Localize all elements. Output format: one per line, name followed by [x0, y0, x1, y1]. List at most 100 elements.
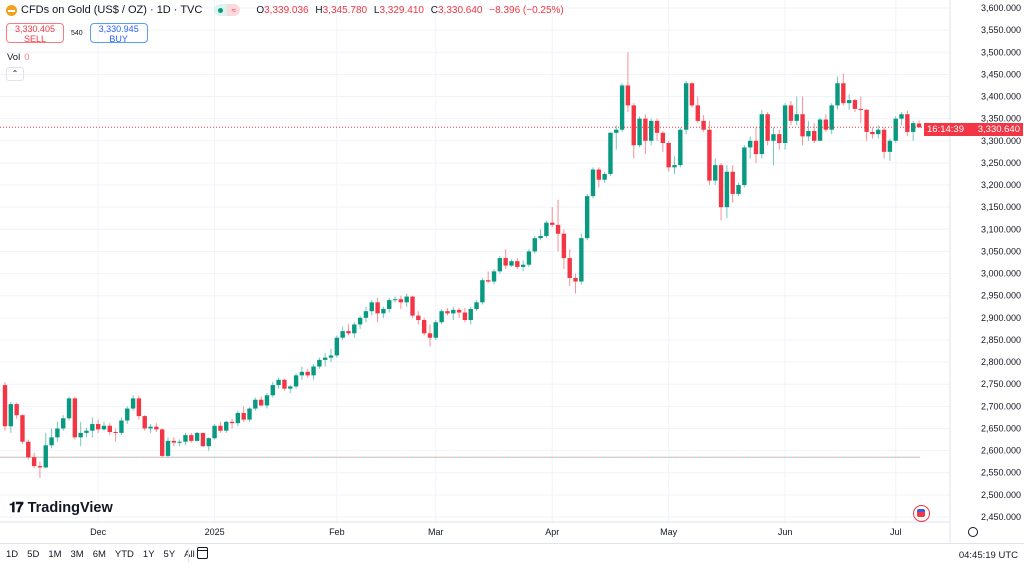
candle-down — [229, 421, 235, 424]
candle-down — [421, 320, 427, 334]
candle-down — [555, 224, 561, 234]
candle-up — [357, 317, 363, 325]
candle-up — [194, 432, 200, 441]
candle-up — [614, 129, 619, 133]
candle-up — [392, 299, 398, 301]
candle-down — [113, 432, 118, 434]
candle-down — [550, 222, 555, 225]
candle-up — [270, 385, 275, 396]
bar-countdown: 16:14:39 — [927, 124, 964, 135]
candle-down — [503, 258, 508, 266]
y-tick-label: 3,250.000 — [981, 158, 1021, 168]
y-tick-label: 2,450.000 — [981, 512, 1021, 522]
candle-down — [427, 333, 433, 338]
candle-down — [864, 109, 869, 132]
y-tick-label: 2,750.000 — [981, 379, 1021, 389]
candle-up — [61, 418, 66, 429]
candle-down — [14, 404, 19, 416]
price-chart[interactable]: 3,600.000 3,550.000 3,500.000 3,450.000 3,40… — [0, 0, 1024, 543]
candle-up — [608, 132, 613, 174]
candle-down — [573, 277, 578, 282]
range-6m-button[interactable]: 6M — [92, 549, 106, 560]
candle-down — [823, 119, 829, 130]
range-5y-button[interactable]: 5Y — [163, 549, 176, 560]
candle-up — [125, 408, 130, 421]
date-range-buttons: 1D 5D 1M 3M 6M YTD 1Y 5Y All — [6, 549, 204, 560]
candle-up — [736, 185, 741, 194]
range-5d-button[interactable]: 5D — [27, 549, 40, 560]
economic-event-flag-icon[interactable] — [913, 505, 930, 522]
y-tick-label: 2,800.000 — [981, 357, 1021, 367]
candle-down — [701, 120, 706, 130]
candle-down — [881, 129, 887, 152]
x-tick-label: May — [660, 527, 678, 537]
candle-up — [544, 222, 549, 236]
candle-down — [26, 441, 31, 458]
y-tick-label: 2,550.000 — [981, 468, 1021, 478]
candle-up — [49, 437, 54, 446]
market-status[interactable]: ≈ — [214, 4, 241, 16]
candle-down — [218, 425, 223, 431]
candle-down — [445, 311, 450, 314]
candle-up — [369, 302, 374, 312]
symbol-title[interactable]: CFDs on Gold (US$ / OZ) · 1D · TVC — [21, 4, 203, 16]
y-tick-label: 3,500.000 — [981, 47, 1021, 57]
candle-up — [404, 296, 409, 303]
candle-down — [462, 312, 468, 321]
candle-up — [579, 238, 584, 282]
last-price-tag: 16:14:39 3,330.640 — [924, 123, 1023, 136]
y-tick-label: 2,500.000 — [981, 490, 1021, 500]
range-1m-button[interactable]: 1M — [48, 549, 62, 560]
range-1y-button[interactable]: 1Y — [142, 549, 155, 560]
last-price: 3,330.640 — [977, 124, 1020, 135]
candle-up — [276, 379, 281, 386]
range-3m-button[interactable]: 3M — [70, 549, 84, 560]
candle-up — [910, 123, 916, 132]
candle-up — [66, 398, 72, 419]
x-tick-label: 2025 — [205, 527, 225, 537]
change-value: −8.396 (−0.25%) — [489, 4, 564, 16]
range-1d-button[interactable]: 1D — [6, 549, 19, 560]
candle-up — [322, 357, 328, 360]
range-ytd-button[interactable]: YTD — [114, 549, 134, 560]
sell-button[interactable]: 3,330.405 SELL — [6, 23, 64, 43]
range-all-button[interactable]: All — [184, 549, 195, 560]
candle-up — [363, 311, 369, 318]
candle-up — [299, 371, 305, 376]
candle-up — [713, 165, 718, 181]
candle-up — [619, 85, 625, 130]
candle-down — [410, 296, 415, 316]
y-tick-label: 2,700.000 — [981, 401, 1021, 411]
candle-up — [497, 258, 503, 272]
collapse-legend-button[interactable]: ⌃ — [6, 67, 24, 81]
candle-up — [340, 331, 345, 338]
buy-button[interactable]: 3,330.945 BUY — [89, 23, 148, 43]
low-label: L — [373, 4, 380, 16]
trade-panel: 3,330.405 SELL 540 3,330.945 BUY — [6, 23, 148, 43]
candle-up — [55, 428, 60, 438]
candle-up — [584, 196, 590, 239]
settings-gear-icon[interactable] — [968, 527, 978, 537]
tradingview-logo[interactable]: 𝟏𝟕 TradingView — [9, 499, 113, 516]
candle-down — [416, 315, 421, 321]
candle-up — [876, 129, 881, 135]
gold-symbol-icon — [6, 4, 17, 16]
candle-down — [136, 398, 142, 417]
candle-down — [905, 114, 910, 132]
x-tick-label: Feb — [329, 527, 345, 537]
candle-up — [317, 359, 322, 367]
candle-up — [84, 430, 89, 433]
candle-up — [468, 308, 473, 321]
candle-up — [387, 300, 392, 309]
candle-down — [2, 385, 8, 427]
y-tick-label: 3,450.000 — [981, 69, 1021, 79]
utc-clock[interactable]: 04:45:19 UTC — [958, 550, 1018, 561]
candle-up — [224, 421, 229, 431]
spread: 540 — [71, 29, 83, 37]
y-tick-label: 3,300.000 — [981, 136, 1021, 146]
close-value: 3,330.640 — [437, 4, 483, 16]
sell-price: 3,330.405 — [14, 24, 56, 34]
go-to-date-calendar-icon[interactable] — [197, 547, 208, 559]
y-tick-label: 3,550.000 — [981, 25, 1021, 35]
x-tick-label: Jul — [890, 527, 902, 537]
